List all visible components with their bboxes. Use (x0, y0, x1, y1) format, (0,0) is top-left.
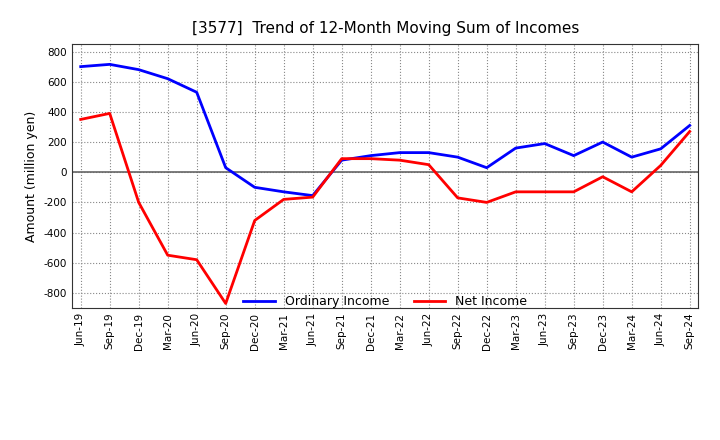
Net Income (251, 218, 259, 223)
Legend: Ordinary Income, Net Income: Ordinary Income, Net Income (238, 290, 532, 313)
Net Income (627, 189, 636, 194)
Ordinary Income (627, 154, 636, 160)
Ordinary Income (135, 67, 143, 72)
Line: Ordinary Income: Ordinary Income (81, 64, 690, 196)
Ordinary Income (105, 62, 114, 67)
Net Income (221, 301, 230, 306)
Ordinary Income (570, 153, 578, 158)
Ordinary Income (221, 165, 230, 170)
Ordinary Income (366, 153, 375, 158)
Ordinary Income (424, 150, 433, 155)
Net Income (192, 257, 201, 262)
Net Income (338, 156, 346, 161)
Ordinary Income (251, 185, 259, 190)
Y-axis label: Amount (million yen): Amount (million yen) (25, 110, 38, 242)
Ordinary Income (76, 64, 85, 69)
Net Income (511, 189, 520, 194)
Ordinary Income (395, 150, 404, 155)
Net Income (482, 200, 491, 205)
Title: [3577]  Trend of 12-Month Moving Sum of Incomes: [3577] Trend of 12-Month Moving Sum of I… (192, 21, 579, 36)
Net Income (163, 253, 172, 258)
Net Income (657, 163, 665, 168)
Net Income (570, 189, 578, 194)
Ordinary Income (338, 158, 346, 163)
Ordinary Income (454, 154, 462, 160)
Net Income (135, 200, 143, 205)
Ordinary Income (685, 123, 694, 128)
Ordinary Income (541, 141, 549, 146)
Net Income (685, 129, 694, 134)
Net Income (366, 156, 375, 161)
Ordinary Income (511, 146, 520, 151)
Ordinary Income (308, 193, 317, 198)
Net Income (424, 162, 433, 167)
Net Income (598, 174, 607, 180)
Ordinary Income (657, 146, 665, 151)
Net Income (541, 189, 549, 194)
Net Income (105, 111, 114, 116)
Net Income (279, 197, 288, 202)
Net Income (76, 117, 85, 122)
Net Income (454, 195, 462, 201)
Ordinary Income (598, 139, 607, 145)
Net Income (395, 158, 404, 163)
Ordinary Income (482, 165, 491, 170)
Line: Net Income: Net Income (81, 114, 690, 304)
Ordinary Income (163, 76, 172, 81)
Ordinary Income (279, 189, 288, 194)
Net Income (308, 194, 317, 200)
Ordinary Income (192, 90, 201, 95)
